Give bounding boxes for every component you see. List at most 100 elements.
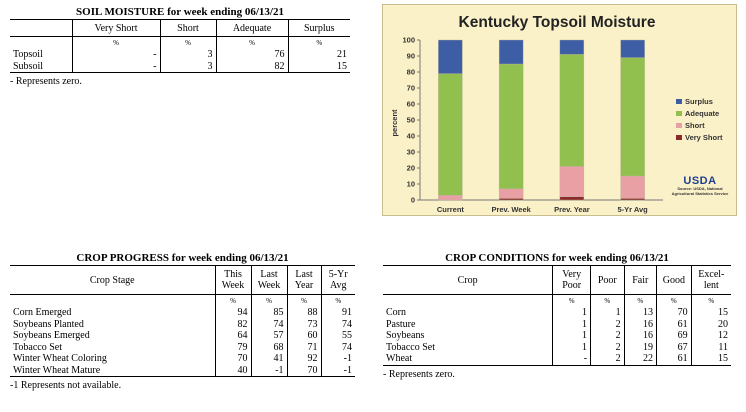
y-axis-label: percent	[390, 109, 399, 137]
cell: 2	[590, 318, 625, 330]
col-header: Surplus	[287, 19, 350, 37]
cell: 16	[623, 330, 657, 342]
table-row: Soybeans Emerged 64 57 60 55	[10, 330, 355, 342]
col-header: Very Poor	[552, 265, 591, 295]
table-row: Tobacco Set 1 2 19 67 11	[383, 341, 731, 353]
unit-label: %	[287, 36, 350, 49]
table-row: Corn Emerged 94 85 88 91	[10, 307, 355, 319]
y-tick-label: 50	[407, 116, 415, 125]
row-label: Topsoil	[13, 49, 43, 60]
bar-segment-very-short	[498, 198, 524, 201]
cell: 60	[286, 330, 321, 342]
unit-label: %	[214, 294, 251, 307]
footnote: - Represents zero.	[383, 368, 455, 380]
cell: 2	[590, 341, 625, 353]
col-header: Excel- lent	[690, 265, 731, 295]
y-tick-label: 30	[407, 148, 415, 157]
row-label: Tobacco Set	[386, 341, 436, 353]
col-header: Fair	[623, 265, 657, 295]
row-label: Pasture	[386, 318, 416, 330]
x-tick-label: Prev. Week	[491, 205, 531, 214]
col-header: 5-Yr Avg	[320, 265, 355, 295]
soil-moisture-table: Very Short Short Adequate Surplus % % % …	[10, 19, 350, 73]
cell: 13	[623, 307, 657, 319]
crop-conditions-rows: Corn 1 1 13 70 15 Pasture 1 2 16 61 20 Soybeans 1 2 16 6…	[383, 307, 731, 366]
bar-segment-short	[498, 188, 524, 199]
bar-segment-very-short	[620, 198, 645, 201]
col-header: Last Week	[250, 265, 287, 295]
row-label: Corn Emerged	[13, 307, 72, 318]
legend-swatch	[676, 99, 682, 104]
legend-swatch	[676, 111, 682, 116]
chart-title: Kentucky Topsoil Moisture	[459, 14, 656, 31]
cell: 82	[215, 60, 288, 73]
bar-segment-very-short	[559, 196, 585, 201]
cell: 15	[690, 353, 731, 366]
cell: 40	[214, 364, 251, 377]
y-tick-label: 0	[411, 196, 415, 205]
cell: 19	[623, 341, 657, 353]
cell: 70	[214, 353, 251, 365]
cell: 74	[320, 318, 355, 330]
cell: 11	[690, 341, 731, 353]
table-row: Tobacco Set 79 68 71 74	[10, 341, 355, 353]
cell: 1	[552, 307, 591, 319]
unit-label: %	[623, 294, 657, 307]
x-tick-label: Current	[437, 205, 465, 214]
legend-label: Adequate	[685, 109, 719, 118]
cell: 3	[159, 49, 216, 61]
soil-moisture-panel: SOIL MOISTURE for week ending 06/13/21 V…	[10, 5, 350, 88]
cell: 82	[214, 318, 251, 330]
chart-bars	[438, 39, 645, 201]
topsoil-moisture-chart: Kentucky Topsoil Moisture percent 0 10 20 3…	[382, 4, 737, 216]
table-row: Pasture 1 2 16 61 20	[383, 318, 731, 330]
y-tick-label: 40	[407, 132, 415, 141]
crop-conditions-panel: CROP CONDITIONS for week ending 06/13/21…	[383, 251, 731, 381]
cell: -1	[250, 364, 287, 377]
crop-conditions-table: Crop Very Poor Poor Fair Good Excel- len…	[383, 265, 731, 366]
cell: 1	[590, 307, 625, 319]
row-label: Wheat	[383, 353, 553, 366]
table-row: Winter Wheat Mature 40 -1 70 -1	[10, 364, 355, 377]
bar-segment-surplus	[620, 39, 645, 58]
unit-label: %	[690, 294, 731, 307]
y-tick-label: 100	[402, 36, 415, 45]
y-tick-label: 70	[407, 84, 415, 93]
cell: 3	[159, 60, 216, 73]
cell: -	[71, 49, 160, 61]
x-tick-label: Prev. Year	[554, 205, 590, 214]
cell: 70	[286, 364, 321, 377]
col-header: Adequate	[215, 19, 288, 37]
cell: -	[71, 60, 160, 73]
bar-segment-surplus	[559, 39, 585, 55]
chart-legend: Surplus Adequate Short Very Short	[676, 97, 723, 142]
bar-segment-short	[620, 175, 645, 199]
cell: 22	[623, 353, 657, 366]
col-header: Crop Stage	[10, 265, 215, 295]
cell: 57	[250, 330, 287, 342]
cell: 69	[656, 330, 692, 342]
cell: -1	[320, 353, 355, 365]
chart-svg: Kentucky Topsoil Moisture percent 0 10 20 3…	[390, 14, 723, 214]
usda-logo-text: USDA	[683, 175, 717, 187]
cell: 2	[590, 330, 625, 342]
table-row: Subsoil - 3 82 15	[10, 60, 350, 73]
legend-swatch	[676, 135, 682, 140]
crop-progress-title: CROP PROGRESS for week ending 06/13/21	[76, 252, 289, 264]
cell: 74	[250, 318, 287, 330]
bar-segment-surplus	[438, 39, 463, 74]
cell: 94	[214, 307, 251, 319]
row-label: Winter Wheat Coloring	[13, 353, 107, 364]
cell: 91	[320, 307, 355, 319]
chart-source: Source: USDA, National Agricultural Stat…	[671, 186, 729, 196]
cell: 15	[690, 307, 731, 319]
cell: 70	[656, 307, 692, 319]
table-row: Wheat -2 22 61 15	[383, 353, 731, 366]
legend-swatch	[676, 123, 682, 128]
cell: 61	[656, 318, 692, 330]
legend-label: Surplus	[685, 97, 713, 106]
row-label: Winter Wheat Mature	[10, 364, 215, 377]
col-header: Last Year	[286, 265, 321, 295]
cell: 92	[286, 353, 321, 365]
cell: 16	[623, 318, 657, 330]
